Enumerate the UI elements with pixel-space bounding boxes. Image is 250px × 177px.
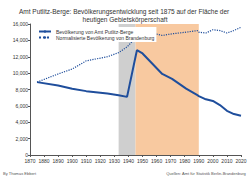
svg-text:1960: 1960 [151,158,162,164]
svg-text:1930: 1930 [109,158,120,164]
svg-text:1940: 1940 [123,158,134,164]
svg-text:1990: 1990 [193,158,204,164]
svg-text:1900: 1900 [67,158,78,164]
svg-text:1950: 1950 [137,158,148,164]
svg-text:4,000: 4,000 [15,119,28,125]
svg-text:Normalisierte Bevölkerung von: Normalisierte Bevölkerung von Brandenbur… [56,35,155,41]
svg-text:12,000: 12,000 [13,54,29,60]
svg-text:Quellen: Amt für Statistik Ber: Quellen: Amt für Statistik Berlin-Brande… [166,171,246,176]
svg-text:1880: 1880 [39,158,50,164]
svg-text:1910: 1910 [81,158,92,164]
svg-text:By Thomas Ebbert: By Thomas Ebbert [3,171,37,176]
svg-text:6,000: 6,000 [15,103,28,109]
svg-text:heutigen Gebietskörperschaft: heutigen Gebietskörperschaft [83,16,168,24]
svg-text:2000: 2000 [207,158,218,164]
svg-text:1890: 1890 [53,158,64,164]
svg-text:1970: 1970 [165,158,176,164]
svg-text:Amt Putlitz-Berge: Bevölkerung: Amt Putlitz-Berge: Bevölkerungsentwicklu… [19,8,231,16]
svg-text:1920: 1920 [95,158,106,164]
svg-text:8,000: 8,000 [15,87,28,93]
svg-text:0: 0 [25,152,28,158]
svg-text:10,000: 10,000 [13,70,29,76]
svg-text:16,000: 16,000 [13,21,29,27]
svg-text:2020: 2020 [235,158,246,164]
svg-text:1980: 1980 [179,158,190,164]
svg-text:2010: 2010 [221,158,232,164]
svg-text:Bevölkerung von Amt Putlitz-Be: Bevölkerung von Amt Putlitz-Berge [56,28,134,35]
svg-text:1870: 1870 [24,158,35,164]
svg-text:14,000: 14,000 [13,37,29,43]
svg-text:2,000: 2,000 [15,136,28,142]
